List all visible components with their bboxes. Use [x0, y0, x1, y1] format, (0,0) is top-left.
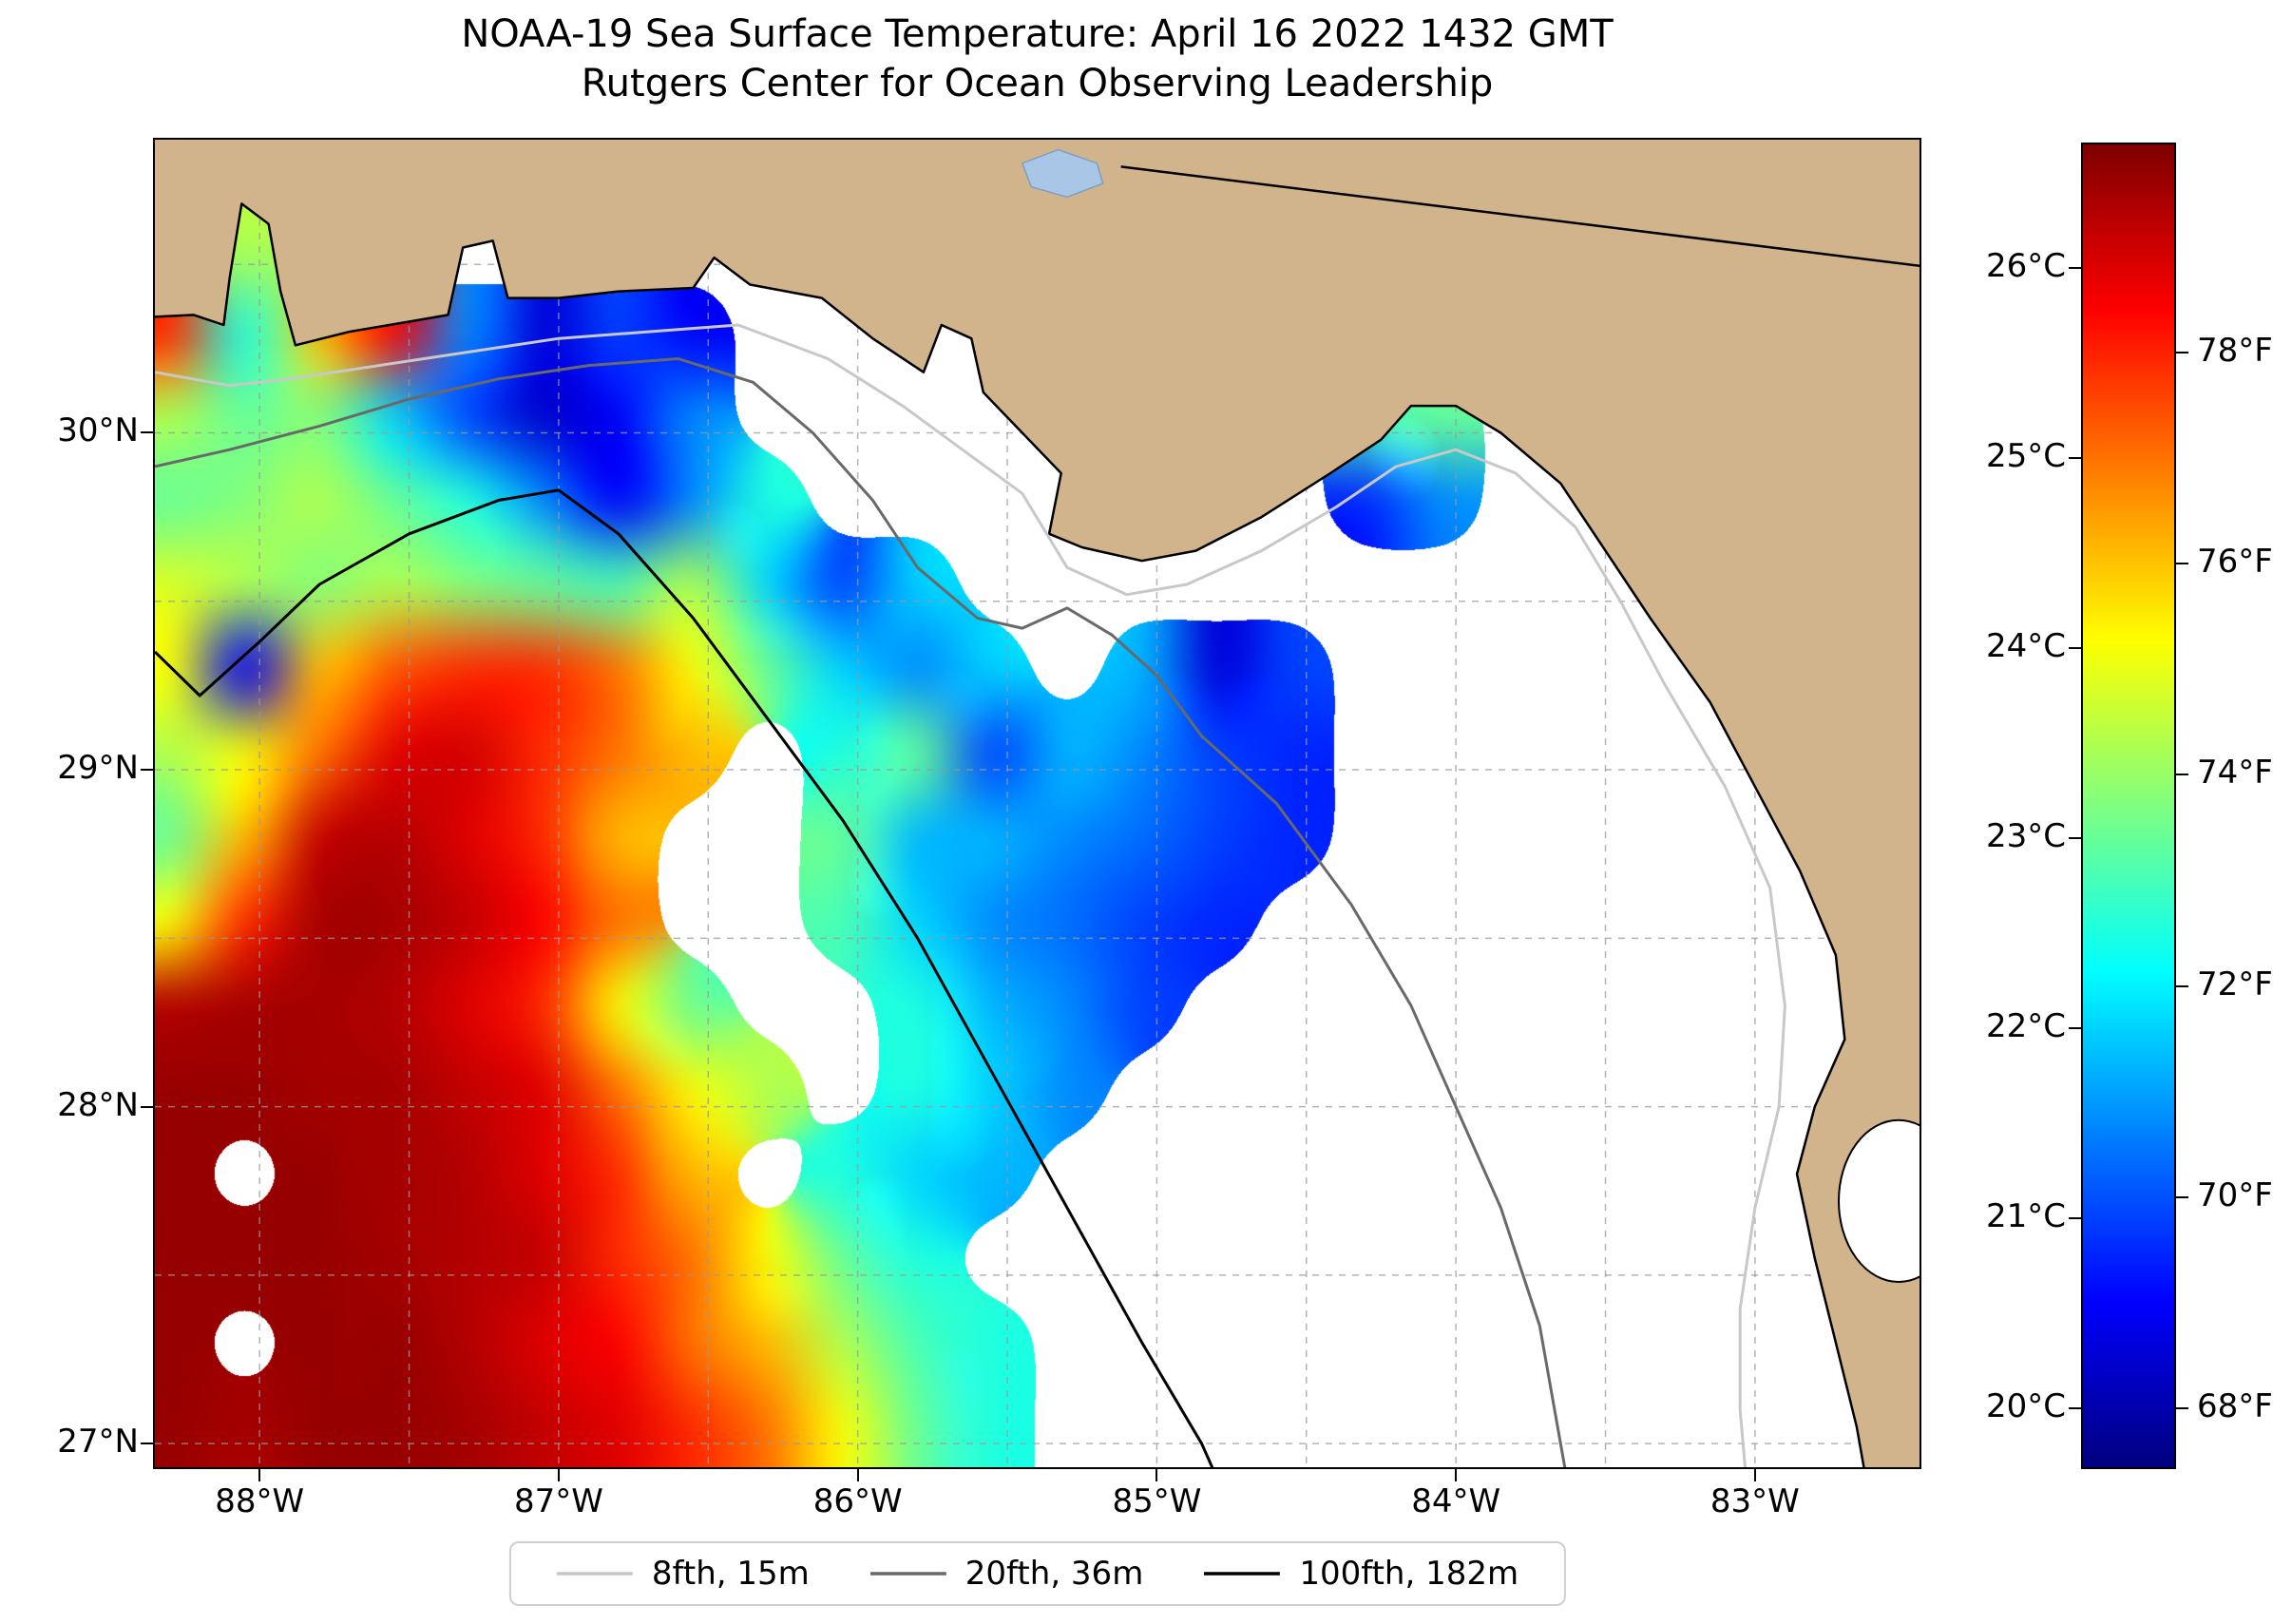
colorbar-fahrenheit-label: 68°F: [2197, 1387, 2273, 1425]
axis-tick-mark: [141, 769, 153, 772]
contour-20fth-line: [155, 357, 1567, 1467]
colorbar-celsius-label: 22°C: [1985, 1007, 2066, 1045]
x-tick-label: 83°W: [1709, 1482, 1800, 1520]
colorbar-celsius-label: 23°C: [1985, 817, 2066, 855]
colorbar-gradient: [2083, 144, 2174, 1467]
colorbar-fahrenheit-label: 76°F: [2197, 543, 2273, 582]
axis-tick-mark: [2176, 984, 2188, 987]
legend-item-8fth: 8fth, 15m: [556, 1555, 810, 1593]
colorbar: [2081, 143, 2176, 1469]
colorbar-celsius-label: 26°C: [1985, 247, 2066, 285]
axis-tick-mark: [2069, 647, 2081, 649]
gridlines: [155, 140, 1920, 1467]
axis-tick-mark: [2069, 457, 2081, 459]
title-line-1: NOAA-19 Sea Surface Temperature: April 1…: [461, 12, 1614, 56]
axis-tick-mark: [2069, 1027, 2081, 1029]
legend-item-100fth: 100fth, 182m: [1204, 1555, 1518, 1593]
contour-8fth-line: [155, 323, 1786, 1467]
land-polygon: [155, 140, 1920, 1467]
axis-tick-mark: [2176, 1407, 2188, 1409]
chart-title: NOAA-19 Sea Surface Temperature: April 1…: [155, 10, 1920, 108]
colorbar-celsius-label: 25°C: [1985, 437, 2066, 475]
contour-100fth-line: [155, 488, 1214, 1467]
title-line-2: Rutgers Center for Ocean Observing Leade…: [581, 62, 1494, 105]
axis-tick-mark: [2069, 837, 2081, 839]
axis-tick-mark: [1455, 1469, 1458, 1481]
y-tick-label: 28°N: [57, 1085, 139, 1124]
legend: 8fth, 15m 20fth, 36m 100fth, 182m: [508, 1541, 1567, 1606]
axis-tick-mark: [2176, 774, 2188, 776]
axis-tick-mark: [141, 1105, 153, 1108]
y-tick-label: 30°N: [57, 411, 139, 450]
axis-tick-mark: [557, 1469, 560, 1481]
x-tick-label: 88°W: [215, 1482, 305, 1520]
axis-tick-mark: [2069, 267, 2081, 269]
legend-item-20fth: 20fth, 36m: [869, 1555, 1144, 1593]
colorbar-fahrenheit-label: 74°F: [2197, 754, 2273, 793]
legend-line-sample-100fth: [1204, 1572, 1281, 1576]
y-tick-label: 27°N: [57, 1423, 139, 1462]
legend-label: 8fth, 15m: [651, 1555, 810, 1593]
colorbar-celsius-label: 21°C: [1985, 1197, 2066, 1235]
map-overlay: [155, 140, 1920, 1467]
x-tick-label: 87°W: [513, 1482, 603, 1520]
legend-line-sample-8fth: [556, 1572, 633, 1576]
lake-polygon: [1021, 148, 1104, 199]
axis-tick-mark: [1753, 1469, 1756, 1481]
axis-tick-mark: [1156, 1469, 1158, 1481]
axis-tick-mark: [141, 431, 153, 434]
legend-label: 100fth, 182m: [1299, 1555, 1519, 1593]
x-tick-label: 84°W: [1411, 1482, 1501, 1520]
legend-line-sample-20fth: [869, 1572, 946, 1576]
axis-tick-mark: [2176, 563, 2188, 565]
swath-edge-line: [1120, 165, 1920, 268]
colorbar-fahrenheit-label: 78°F: [2197, 331, 2273, 370]
axis-tick-mark: [141, 1442, 153, 1445]
colorbar-celsius-label: 24°C: [1985, 627, 2066, 665]
axis-tick-mark: [2176, 351, 2188, 353]
map-plot-area: [153, 138, 1921, 1469]
legend-label: 20fth, 36m: [965, 1555, 1144, 1593]
x-tick-label: 85°W: [1112, 1482, 1202, 1520]
axis-tick-mark: [2069, 1407, 2081, 1409]
colorbar-fahrenheit-label: 70°F: [2197, 1175, 2273, 1214]
axis-tick-mark: [258, 1469, 261, 1481]
colorbar-celsius-label: 20°C: [1985, 1387, 2066, 1425]
tampa-bay-water: [1838, 1118, 1920, 1283]
axis-tick-mark: [2069, 1217, 2081, 1219]
x-tick-label: 86°W: [812, 1482, 903, 1520]
axis-tick-mark: [856, 1469, 859, 1481]
colorbar-fahrenheit-label: 72°F: [2197, 965, 2273, 1003]
y-tick-label: 29°N: [57, 749, 139, 788]
axis-tick-mark: [2176, 1195, 2188, 1198]
